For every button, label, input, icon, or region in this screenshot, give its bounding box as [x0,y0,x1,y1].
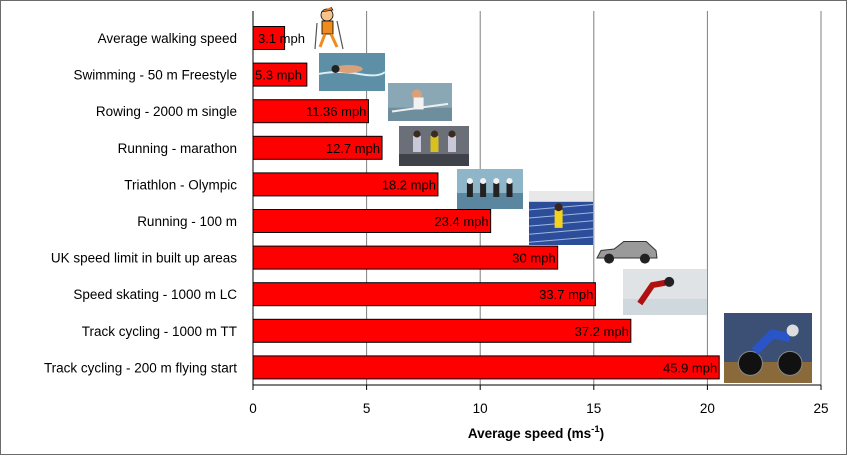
category-labels: Average walking speed Swimming - 50 m Fre… [44,31,237,375]
category-label: Rowing - 2000 m single [96,104,237,119]
x-axis: 0 5 10 15 20 25 [249,11,829,416]
pictures [314,6,812,383]
x-tick-label: 15 [586,401,601,416]
x-tick-label: 10 [473,401,488,416]
data-labels: 3.1 mph 5.3 mph 11.36 mph 12.7 mph 18.2 mph 2… [255,31,717,375]
rower-photo [388,83,452,121]
data-label: 30 mph [512,251,555,266]
data-label: 12.7 mph [326,141,380,156]
category-label: Swimming - 50 m Freestyle [73,68,237,83]
swimmer-photo [318,53,386,91]
marathon-runners-photo [399,126,469,166]
sprinter-photo [528,191,594,245]
track-cyclist-photo [724,313,812,383]
triathlon-photo [457,169,523,209]
car-photo [596,241,658,264]
data-label: 3.1 mph [258,31,305,46]
data-label: 5.3 mph [255,68,302,83]
data-label: 45.9 mph [663,360,717,375]
x-tick-label: 25 [813,401,828,416]
walker-figure-icon [314,6,344,50]
data-label: 33.7 mph [539,287,593,302]
category-label: UK speed limit in built up areas [51,251,237,266]
x-tick-label: 5 [363,401,371,416]
x-tick-label: 20 [700,401,715,416]
data-label: 18.2 mph [382,177,436,192]
x-tick-label: 0 [249,401,257,416]
category-label: Track cycling - 200 m flying start [44,360,237,375]
category-label: Track cycling - 1000 m TT [82,324,237,339]
category-label: Speed skating - 1000 m LC [73,287,237,302]
data-label: 37.2 mph [575,324,629,339]
category-label: Running - 100 m [137,214,237,229]
data-label: 23.4 mph [434,214,488,229]
speed-skater-photo [623,269,707,315]
category-label: Running - marathon [118,141,237,156]
category-label: Average walking speed [98,31,237,46]
x-axis-title: Average speed (ms-1) [468,424,604,441]
bars [252,26,720,380]
data-label: 11.36 mph [306,104,366,119]
bar [252,355,720,380]
category-label: Triathlon - Olympic [124,177,237,192]
